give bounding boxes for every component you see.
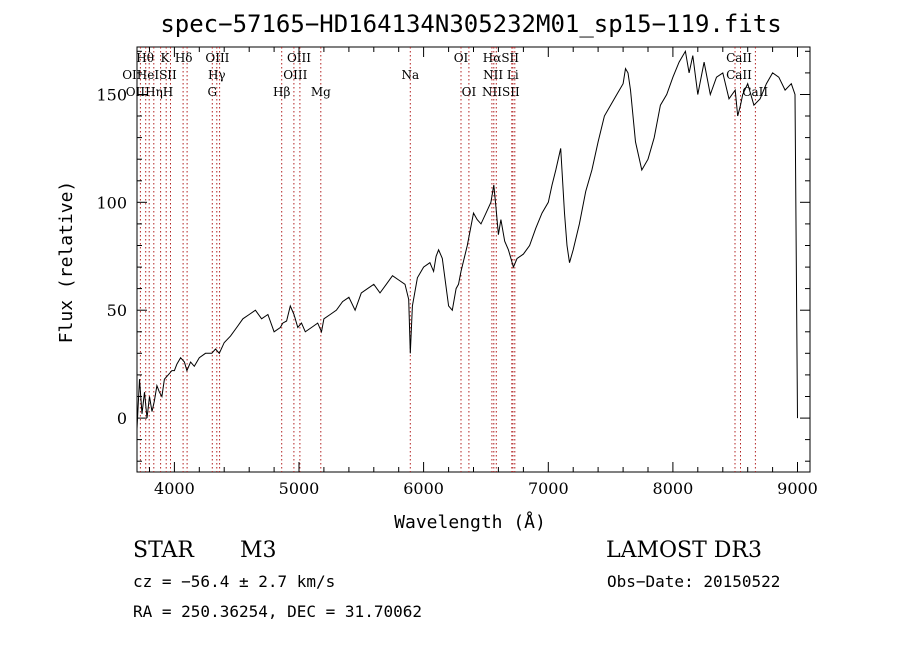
x-tick-label-4: 8000	[653, 479, 694, 498]
x-axis-label: Wavelength (Å)	[394, 511, 546, 533]
line-label-10: Na	[401, 68, 419, 82]
line-label-16: Mg	[311, 85, 331, 99]
survey-label: LAMOST DR3	[606, 538, 762, 563]
chart-title: spec−57165−HD164134N305232M01_sp15−119.f…	[160, 10, 781, 38]
line-label-4: OIII	[287, 51, 311, 65]
x-tick-label-0: 4000	[154, 479, 195, 498]
redshift-label: cz = −56.4 ± 2.7 km/s	[133, 572, 336, 591]
x-tick-label-2: 6000	[403, 479, 444, 498]
line-label-18: NIISII	[482, 85, 520, 99]
y-axis-ticks: 0 50 100 150	[96, 50, 810, 462]
line-label-5: OI	[454, 51, 469, 65]
spectrum-line	[136, 49, 798, 429]
line-label-13: OIIHηH	[126, 85, 173, 99]
y-axis-label: Flux (relative)	[56, 181, 77, 344]
y-tick-label-0: 0	[117, 409, 127, 428]
x-tick-label-1: 5000	[279, 479, 320, 498]
line-label-11: NII Li	[483, 68, 519, 82]
plot-frame	[136, 46, 811, 473]
line-label-15: Hβ	[273, 85, 290, 99]
line-label-12: CaII	[726, 68, 752, 82]
line-label-20: CaII	[726, 51, 752, 65]
line-label-7: OIHeISII	[122, 68, 177, 82]
y-tick-label-3: 150	[96, 86, 127, 105]
x-axis-ticks: 4000 5000 6000 7000 8000 9000	[149, 47, 818, 498]
line-label-14: G	[208, 85, 218, 99]
line-label-2: Hδ	[175, 51, 193, 65]
line-label-0: Hθ	[136, 51, 154, 65]
spectral-line-markers	[139, 47, 756, 472]
subclass-label: M3	[240, 538, 277, 563]
y-tick-label-2: 100	[96, 193, 127, 212]
spectral-line-labels: Hθ K Hδ OIII OIII OI HαSII OIHeISII Hγ OIII Na NII …	[122, 51, 768, 99]
line-label-9: OIII	[283, 68, 307, 82]
line-label-6: HαSII	[483, 51, 520, 65]
class-label: STAR	[133, 538, 194, 563]
line-label-1: K	[161, 51, 171, 65]
line-label-17: OI	[462, 85, 477, 99]
y-tick-label-1: 50	[107, 301, 127, 320]
x-tick-label-5: 9000	[777, 479, 818, 498]
coords-label: RA = 250.36254, DEC = 31.70062	[133, 602, 422, 621]
line-label-3: OIII	[205, 51, 229, 65]
line-label-8: Hγ	[208, 68, 226, 82]
x-tick-label-3: 7000	[528, 479, 569, 498]
obs-date-label: Obs−Date: 20150522	[607, 572, 781, 591]
